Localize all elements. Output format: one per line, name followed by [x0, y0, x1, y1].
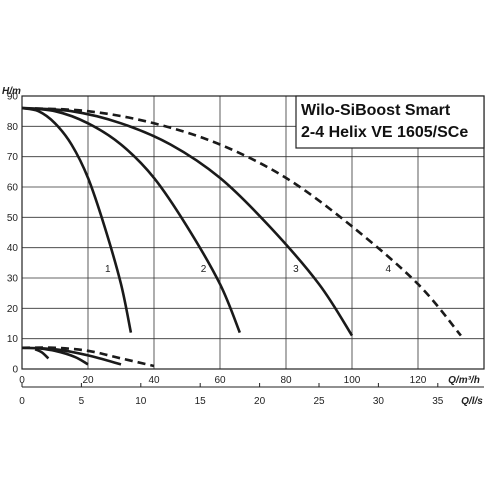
- x-tick-label: 100: [344, 375, 361, 386]
- chart-title-line-2: 2-4 Helix VE 1605/SCe: [301, 124, 468, 141]
- x2-tick-label: 5: [79, 396, 85, 407]
- x-tick-label: 80: [280, 375, 292, 386]
- curves: [21, 106, 462, 368]
- x-tick-label: 120: [410, 375, 427, 386]
- y-tick-label: 50: [7, 213, 19, 224]
- curve-npsh-4: [34, 348, 50, 360]
- chart-title-line-1: Wilo-SiBoost Smart: [301, 102, 451, 119]
- y-tick-label: 60: [7, 183, 19, 194]
- x2-tick-label: 10: [135, 396, 147, 407]
- y-tick-label: 20: [7, 304, 19, 315]
- y-axis-label: H/m: [2, 86, 21, 97]
- x2-tick-label: 30: [373, 396, 385, 407]
- curve-label-3: 3: [293, 264, 299, 275]
- secondary-x-axis-label: Q/l/s: [461, 396, 483, 407]
- y-tick-label: 80: [7, 122, 19, 133]
- x-tick-label: 40: [148, 375, 160, 386]
- curve-label-4: 4: [386, 264, 392, 275]
- curve-label-2: 2: [201, 264, 207, 275]
- y-axis-ticks: 0 10 20 30 40 50 60 70 80 90: [7, 92, 19, 376]
- curve-npsh-7: [21, 346, 155, 368]
- curve-4: [21, 106, 462, 337]
- curve-3: [21, 106, 354, 337]
- title-box: Wilo-SiBoost Smart 2-4 Helix VE 1605/SCe: [295, 95, 485, 149]
- curve-labels: 1 2 3 4: [105, 264, 392, 275]
- grid: [22, 96, 484, 369]
- curve-2: [21, 106, 242, 334]
- x2-tick-label: 0: [19, 396, 25, 407]
- x2-tick-label: 35: [432, 396, 444, 407]
- x-axis-label: Q/m³/h: [448, 375, 480, 386]
- secondary-x-axis: 0 5 10 15 20 25 30 35: [19, 383, 484, 407]
- y-tick-label: 90: [7, 92, 19, 103]
- y-tick-label: 70: [7, 152, 19, 163]
- x-tick-label: 0: [19, 375, 25, 386]
- curve-label-1: 1: [105, 264, 111, 275]
- x2-tick-label: 15: [195, 396, 207, 407]
- curve-1: [21, 106, 133, 333]
- x-tick-label: 60: [214, 375, 226, 386]
- y-tick-label: 30: [7, 274, 19, 285]
- y-tick-label: 10: [7, 334, 19, 345]
- x-axis-ticks: 0 20 40 60 80 100 120: [19, 375, 427, 386]
- x2-tick-label: 25: [313, 396, 325, 407]
- plot-frame: [21, 95, 485, 370]
- y-tick-label: 40: [7, 243, 19, 254]
- x-tick-label: 20: [82, 375, 94, 386]
- x2-tick-label: 20: [254, 396, 266, 407]
- y-tick-label: 0: [12, 365, 18, 376]
